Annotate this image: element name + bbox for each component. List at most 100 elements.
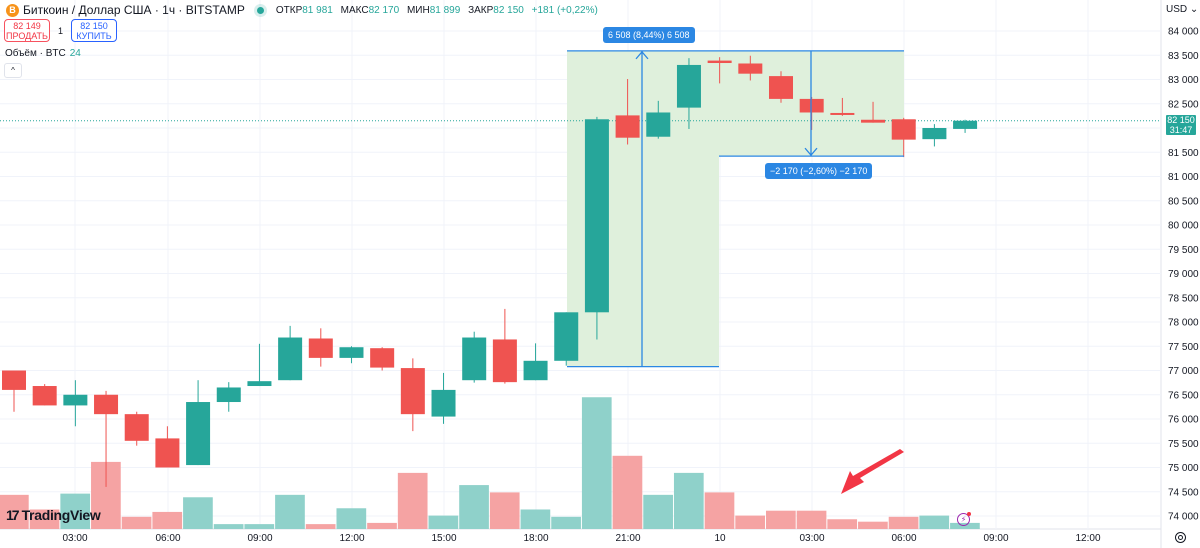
candle-body	[891, 119, 916, 140]
candle-body	[769, 76, 793, 99]
volume-bar	[796, 510, 827, 529]
volume-bar	[60, 493, 91, 529]
time-axis-label: 15:00	[431, 533, 456, 544]
candle-body	[32, 386, 57, 406]
current-price-label: 82 150 31:47	[1166, 115, 1196, 135]
bar-countdown: 31:47	[1169, 125, 1193, 135]
time-axis-label: 09:00	[983, 533, 1008, 544]
candle-body	[676, 64, 701, 108]
volume-bar	[213, 524, 244, 529]
volume-bar	[183, 497, 213, 529]
price-axis-label: 80 000	[1168, 221, 1199, 232]
time-axis-label: 03:00	[62, 533, 87, 544]
low-value: 81 899	[429, 4, 461, 16]
time-axis-label: 06:00	[155, 533, 180, 544]
sell-button[interactable]: 82 149 ПРОДАТЬ	[4, 19, 50, 42]
candle-body	[308, 338, 333, 358]
volume-legend-value: 24	[69, 48, 81, 59]
volume-legend[interactable]: Объём · BTC 24	[5, 48, 81, 59]
volume-bar	[704, 492, 735, 529]
time-axis-label: 12:00	[339, 533, 364, 544]
sell-label: ПРОДАТЬ	[6, 30, 48, 41]
price-axis-label: 74 500	[1168, 487, 1199, 498]
candle-body	[492, 339, 517, 383]
sell-price: 82 149	[13, 20, 41, 31]
volume-bar	[735, 515, 766, 529]
volume-bar	[367, 522, 397, 529]
volume-bar	[520, 509, 551, 529]
candle-body	[799, 98, 824, 113]
candle-body	[861, 119, 886, 123]
price-axis-label: 78 500	[1168, 293, 1199, 304]
close-label: ЗАКР	[468, 4, 494, 16]
time-axis-label: 18:00	[523, 533, 548, 544]
measure-down-label[interactable]: −2 170 (−2,60%) −2 170	[765, 163, 873, 179]
open-value: 81 981	[302, 4, 333, 16]
volume-bar	[0, 494, 29, 529]
volume-bar	[29, 509, 60, 529]
arrow-up-icon	[635, 50, 649, 60]
volume-bar	[551, 516, 581, 529]
spread-value: 1	[58, 25, 64, 36]
symbol-title[interactable]: Биткоин / Доллар США · 1ч · BITSTAMP	[23, 3, 245, 17]
candle-body	[216, 387, 241, 403]
settings-icon[interactable]	[1175, 532, 1186, 543]
volume-bar	[152, 511, 183, 529]
lightning-icon[interactable]: ⚡	[957, 512, 971, 526]
low-label: МИН	[406, 4, 430, 16]
candle-body	[615, 115, 640, 138]
bitcoin-icon: B	[6, 3, 19, 17]
high-value: 82 170	[368, 4, 400, 16]
price-axis-label: 77 000	[1168, 366, 1199, 377]
candle-body	[339, 347, 364, 358]
price-axis-label: 83 000	[1168, 75, 1199, 86]
candle-body	[707, 60, 732, 64]
measure-up-label[interactable]: 6 508 (8,44%) 6 508	[603, 27, 695, 43]
volume-legend-label: Объём · BTC	[5, 48, 66, 59]
currency-selector[interactable]: USD ⌄	[1166, 4, 1199, 15]
tradingview-logo[interactable]: 17 TradingView	[6, 507, 101, 523]
volume-bar	[888, 516, 919, 529]
volume-bar	[766, 510, 796, 529]
price-axis-label: 78 000	[1168, 318, 1199, 329]
candle-body	[953, 120, 978, 129]
volume-bar	[489, 492, 520, 529]
price-axis-label: 84 000	[1168, 27, 1199, 38]
price-axis-label: 76 000	[1168, 415, 1199, 426]
candle-body	[370, 348, 395, 368]
candle-body	[94, 394, 119, 415]
chevron-up-icon: ^	[11, 66, 15, 75]
trade-buttons: 82 149 ПРОДАТЬ 1 82 150 КУПИТЬ	[4, 19, 118, 42]
buy-button[interactable]: 82 150 КУПИТЬ	[71, 19, 118, 42]
buy-price: 82 150	[80, 20, 108, 31]
volume-bar	[459, 485, 489, 529]
volume-bar	[919, 515, 950, 529]
time-axis-label: 09:00	[247, 533, 272, 544]
change-value: +181 (+0,22%)	[531, 4, 598, 16]
time-axis-label: 21:00	[615, 533, 640, 544]
price-axis-label: 79 500	[1168, 245, 1199, 256]
collapse-legend-button[interactable]: ^	[4, 63, 22, 78]
market-open-status-icon	[256, 6, 264, 14]
time-axis-label: 06:00	[891, 533, 916, 544]
buy-label: КУПИТЬ	[76, 30, 112, 41]
volume-bar	[581, 397, 612, 529]
candle-body	[186, 402, 211, 466]
current-price: 82 150	[1167, 115, 1195, 125]
symbol-legend: B Биткоин / Доллар США · 1ч · BITSTAMP О…	[6, 3, 603, 17]
volume-bar	[336, 508, 367, 529]
volume-bar	[858, 521, 888, 529]
price-axis-label: 83 500	[1168, 51, 1199, 62]
candle-body	[523, 360, 548, 381]
time-axis-label: 12:00	[1075, 533, 1100, 544]
candle-body	[431, 389, 456, 417]
volume-bar	[827, 519, 858, 529]
candle-body	[2, 370, 26, 390]
candle-body	[830, 112, 855, 115]
price-axis-label: 81 000	[1168, 172, 1199, 183]
volume-bar	[275, 494, 305, 529]
price-axis-label: 75 500	[1168, 439, 1199, 450]
annotation-arrow-icon	[841, 449, 904, 494]
candle-body	[63, 394, 88, 406]
